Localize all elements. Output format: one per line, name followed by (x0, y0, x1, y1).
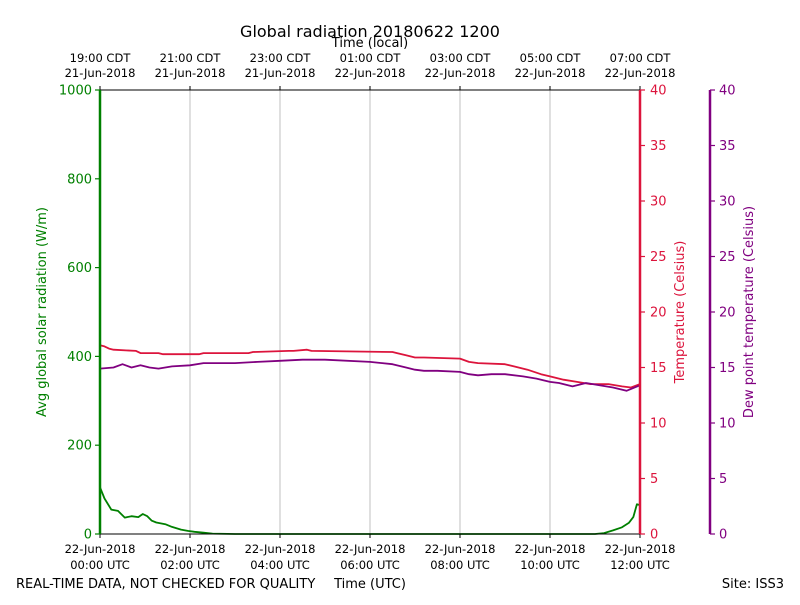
site-label: Site: ISS3 (722, 577, 784, 592)
bottom-tick-time: 06:00 UTC (340, 558, 400, 572)
temperature-tick-label: 35 (650, 139, 667, 154)
dewpoint-tick-label: 35 (719, 139, 736, 154)
temperature-tick-label: 10 (650, 417, 667, 432)
top-tick-date: 21-Jun-2018 (245, 66, 316, 80)
radiation-tick-label: 200 (67, 439, 92, 454)
temperature-tick-label: 40 (650, 84, 667, 99)
top-tick-time: 03:00 CDT (430, 51, 492, 65)
radiation-tick-label: 600 (67, 261, 92, 276)
dewpoint-tick-label: 0 (719, 528, 727, 543)
top-tick-time: 07:00 CDT (610, 51, 672, 65)
dewpoint-tick-label: 15 (719, 361, 736, 376)
bottom-tick-date: 22-Jun-2018 (155, 542, 226, 556)
vertical-grid-lines (189, 90, 551, 534)
dewpoint-tick-label: 5 (719, 472, 727, 487)
dewpoint-tick-label: 20 (719, 306, 736, 321)
dewpoint-series-line (99, 358, 641, 392)
top-tick-time: 23:00 CDT (250, 51, 312, 65)
radiation-tick-label: 0 (84, 528, 92, 543)
temperature-tick-label: 30 (650, 195, 667, 210)
bottom-tick-time: 12:00 UTC (610, 558, 670, 572)
top-tick-time: 01:00 CDT (340, 51, 402, 65)
bottom-tick-time: 02:00 UTC (160, 558, 220, 572)
bottom-tick-time: 00:00 UTC (70, 558, 130, 572)
top-tick-date: 21-Jun-2018 (155, 66, 226, 80)
top-tick-time: 05:00 CDT (520, 51, 582, 65)
radiation-series-line (99, 487, 641, 535)
radiation-axis-ticks: 0 200 400 600 800 1000 (59, 84, 100, 543)
temperature-axis-label: Temperature (Celsius) (673, 241, 688, 385)
dewpoint-tick-label: 40 (719, 84, 736, 99)
bottom-axis-ticks: 22-Jun-2018 00:00 UTC 22-Jun-2018 02:00 UTC… (65, 534, 676, 572)
data-series (99, 344, 641, 535)
bottom-tick-date: 22-Jun-2018 (335, 542, 406, 556)
chart-title: Global radiation 20180622 1200 (240, 22, 500, 41)
top-axis-title: Time (local) (331, 36, 408, 51)
bottom-tick-date: 22-Jun-2018 (245, 542, 316, 556)
temperature-axis-ticks: 0 5 10 15 20 25 30 35 40 (640, 84, 667, 543)
bottom-tick-time: 10:00 UTC (520, 558, 580, 572)
top-tick-time: 19:00 CDT (70, 51, 132, 65)
temperature-tick-label: 0 (650, 528, 658, 543)
bottom-tick-date: 22-Jun-2018 (515, 542, 586, 556)
radiation-axis-label: Avg global solar radiation (W/m) (35, 207, 50, 417)
dewpoint-axis-ticks: 0 5 10 15 20 25 30 35 40 (710, 84, 736, 543)
bottom-tick-date: 22-Jun-2018 (605, 542, 676, 556)
top-tick-time: 21:00 CDT (160, 51, 222, 65)
top-tick-date: 22-Jun-2018 (515, 66, 586, 80)
temperature-tick-label: 25 (650, 250, 667, 265)
top-tick-date: 22-Jun-2018 (605, 66, 676, 80)
radiation-tick-label: 400 (67, 350, 92, 365)
temperature-series-line (99, 344, 641, 389)
temperature-tick-label: 5 (650, 472, 658, 487)
x-axis-label: Time (UTC) (333, 577, 406, 592)
top-tick-date: 22-Jun-2018 (335, 66, 406, 80)
top-tick-date: 21-Jun-2018 (65, 66, 136, 80)
top-tick-date: 22-Jun-2018 (425, 66, 496, 80)
quality-notice: REAL-TIME DATA, NOT CHECKED FOR QUALITY (16, 577, 315, 592)
bottom-tick-date: 22-Jun-2018 (65, 542, 136, 556)
bottom-tick-date: 22-Jun-2018 (425, 542, 496, 556)
dewpoint-tick-label: 10 (719, 417, 736, 432)
radiation-tick-label: 800 (67, 172, 92, 187)
temperature-tick-label: 15 (650, 361, 667, 376)
dewpoint-tick-label: 25 (719, 250, 736, 265)
radiation-tick-label: 1000 (59, 84, 92, 99)
dewpoint-tick-label: 30 (719, 195, 736, 210)
temperature-tick-label: 20 (650, 306, 667, 321)
bottom-tick-time: 08:00 UTC (430, 558, 490, 572)
dewpoint-axis-label: Dew point temperature (Celsius) (742, 206, 757, 418)
bottom-tick-time: 04:00 UTC (250, 558, 310, 572)
